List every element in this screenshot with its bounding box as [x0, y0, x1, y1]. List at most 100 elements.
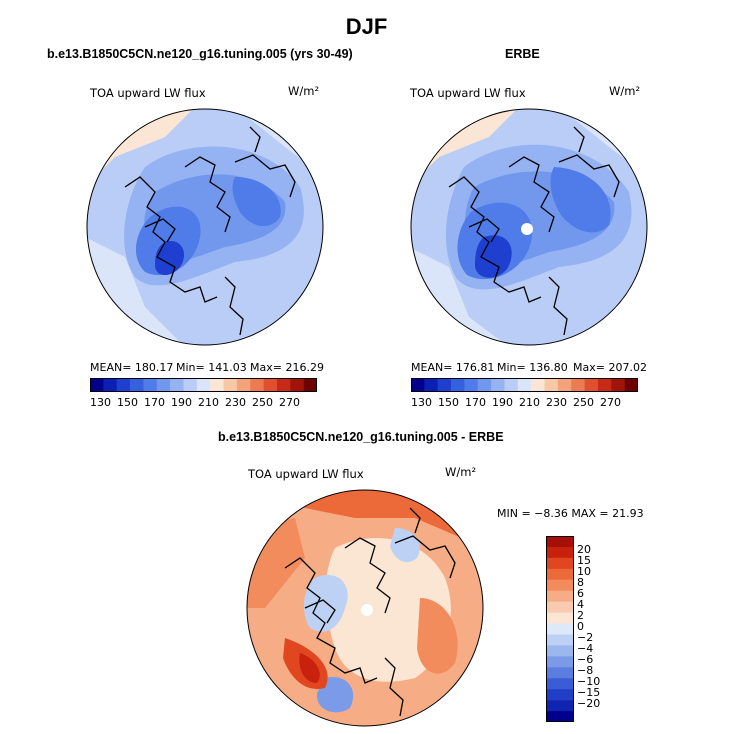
colorbar-swatch: [531, 378, 545, 392]
colorbar-swatch: [546, 546, 574, 559]
colorbar-swatch: [517, 378, 532, 392]
model-field-label: TOA upward LW flux: [90, 86, 206, 100]
model-units-label: W/m²: [288, 84, 320, 98]
colorbar-swatch: [544, 378, 559, 392]
obs-tick: 190: [492, 396, 513, 409]
model-colorbar-ticks: 130 150 170 190 210 230 250 270: [90, 396, 330, 410]
colorbar-swatch: [546, 536, 574, 548]
model-min-label: Min= 141.03: [176, 361, 247, 374]
diff-tick: 10: [577, 565, 591, 578]
obs-units-label: W/m²: [609, 84, 641, 98]
diff-tick: −6: [577, 653, 594, 666]
diff-colorbar-svg: [546, 536, 574, 722]
colorbar-swatch: [504, 378, 519, 392]
colorbar-swatch: [223, 378, 238, 392]
obs-tick: 130: [411, 396, 432, 409]
colorbar-border: [411, 378, 638, 392]
obs-polar-map: [410, 108, 648, 346]
colorbar-swatch: [546, 601, 574, 613]
colorbar-swatch: [170, 378, 184, 392]
colorbar-swatch: [624, 378, 638, 392]
colorbar-swatch: [546, 667, 574, 679]
colorbar-swatch: [236, 378, 251, 392]
colorbar-swatch: [611, 378, 625, 392]
diff-tick: −10: [577, 675, 601, 688]
colorbar-swatch: [103, 378, 117, 392]
model-colorbar-svg: [90, 378, 317, 392]
diff-tick: 2: [577, 609, 584, 622]
diff-units-label: W/m²: [445, 465, 477, 479]
diff-tick: −2: [577, 631, 594, 644]
colorbar-swatch: [477, 378, 492, 392]
model-tick: 190: [171, 396, 192, 409]
colorbar-swatch: [263, 378, 278, 392]
colorbar-swatch: [597, 378, 612, 392]
diff-tick: 0: [577, 620, 584, 633]
model-panel-title: b.e13.B1850C5CN.ne120_g16.tuning.005 (yr…: [47, 47, 353, 61]
colorbar-swatch: [546, 623, 574, 635]
colorbar-swatch: [90, 378, 104, 392]
colorbar-swatch: [584, 378, 599, 392]
model-tick: 170: [144, 396, 165, 409]
diff-field-label: TOA upward LW flux: [248, 467, 364, 481]
obs-tick: 250: [573, 396, 594, 409]
colorbar-swatch: [546, 711, 574, 722]
obs-field-label: TOA upward LW flux: [410, 86, 526, 100]
colorbar-swatch: [143, 378, 158, 392]
diff-tick: −8: [577, 664, 594, 677]
diff-tick: −20: [577, 697, 601, 710]
model-max-label: Max= 216.29: [250, 361, 324, 374]
colorbar-swatch: [571, 378, 585, 392]
colorbar-swatch: [546, 678, 574, 690]
colorbar-swatch: [130, 378, 144, 392]
season-title: DJF: [345, 14, 388, 39]
colorbar-swatch: [546, 568, 574, 581]
colorbar-border: [90, 378, 317, 392]
colorbar-swatch: [437, 378, 452, 392]
colorbar-swatch: [546, 656, 574, 668]
model-mean-label: MEAN= 180.17: [90, 361, 174, 374]
colorbar-swatch: [156, 378, 171, 392]
obs-tick: 150: [438, 396, 459, 409]
diff-tick: 4: [577, 598, 584, 611]
diff-tick: 8: [577, 576, 584, 589]
model-tick: 270: [279, 396, 300, 409]
colorbar-swatch: [303, 378, 317, 392]
colorbar-swatch: [451, 378, 465, 392]
obs-colorbar: [411, 378, 638, 392]
model-colorbar: [90, 378, 317, 392]
colorbar-swatch: [546, 579, 574, 591]
diff-polar-map: [246, 489, 484, 727]
colorbar-swatch: [411, 378, 425, 392]
model-tick: 150: [117, 396, 138, 409]
diff-tick: 6: [577, 587, 584, 600]
colorbar-swatch: [183, 378, 198, 392]
diff-minmax-label: MIN = −8.36 MAX = 21.93: [497, 507, 644, 520]
diff-tick: 15: [577, 554, 591, 567]
obs-mean-label: MEAN= 176.81: [411, 361, 495, 374]
colorbar-swatch: [546, 645, 574, 657]
obs-colorbar-svg: [411, 378, 638, 392]
model-tick: 210: [198, 396, 219, 409]
colorbar-swatch: [210, 378, 224, 392]
colorbar-swatch: [546, 634, 574, 646]
obs-colorbar-ticks: 130 150 170 190 210 230 250 270: [411, 396, 651, 410]
obs-min-label: Min= 136.80: [497, 361, 568, 374]
colorbar-swatch: [116, 378, 131, 392]
colorbar-swatch: [250, 378, 264, 392]
colorbar-swatch: [196, 378, 211, 392]
colorbar-swatch: [290, 378, 304, 392]
colorbar-swatch: [546, 557, 574, 570]
diff-panel-title: b.e13.B1850C5CN.ne120_g16.tuning.005 - E…: [218, 430, 504, 444]
obs-max-label: Max= 207.02: [573, 361, 647, 374]
model-polar-map: [86, 108, 324, 346]
obs-tick: 170: [465, 396, 486, 409]
diff-tick: −4: [577, 642, 594, 655]
colorbar-swatch: [546, 590, 574, 602]
colorbar-swatch: [491, 378, 505, 392]
model-tick: 250: [252, 396, 273, 409]
obs-tick: 270: [600, 396, 621, 409]
colorbar-swatch: [557, 378, 572, 392]
colorbar-border: [546, 536, 574, 722]
colorbar-swatch: [546, 689, 574, 701]
